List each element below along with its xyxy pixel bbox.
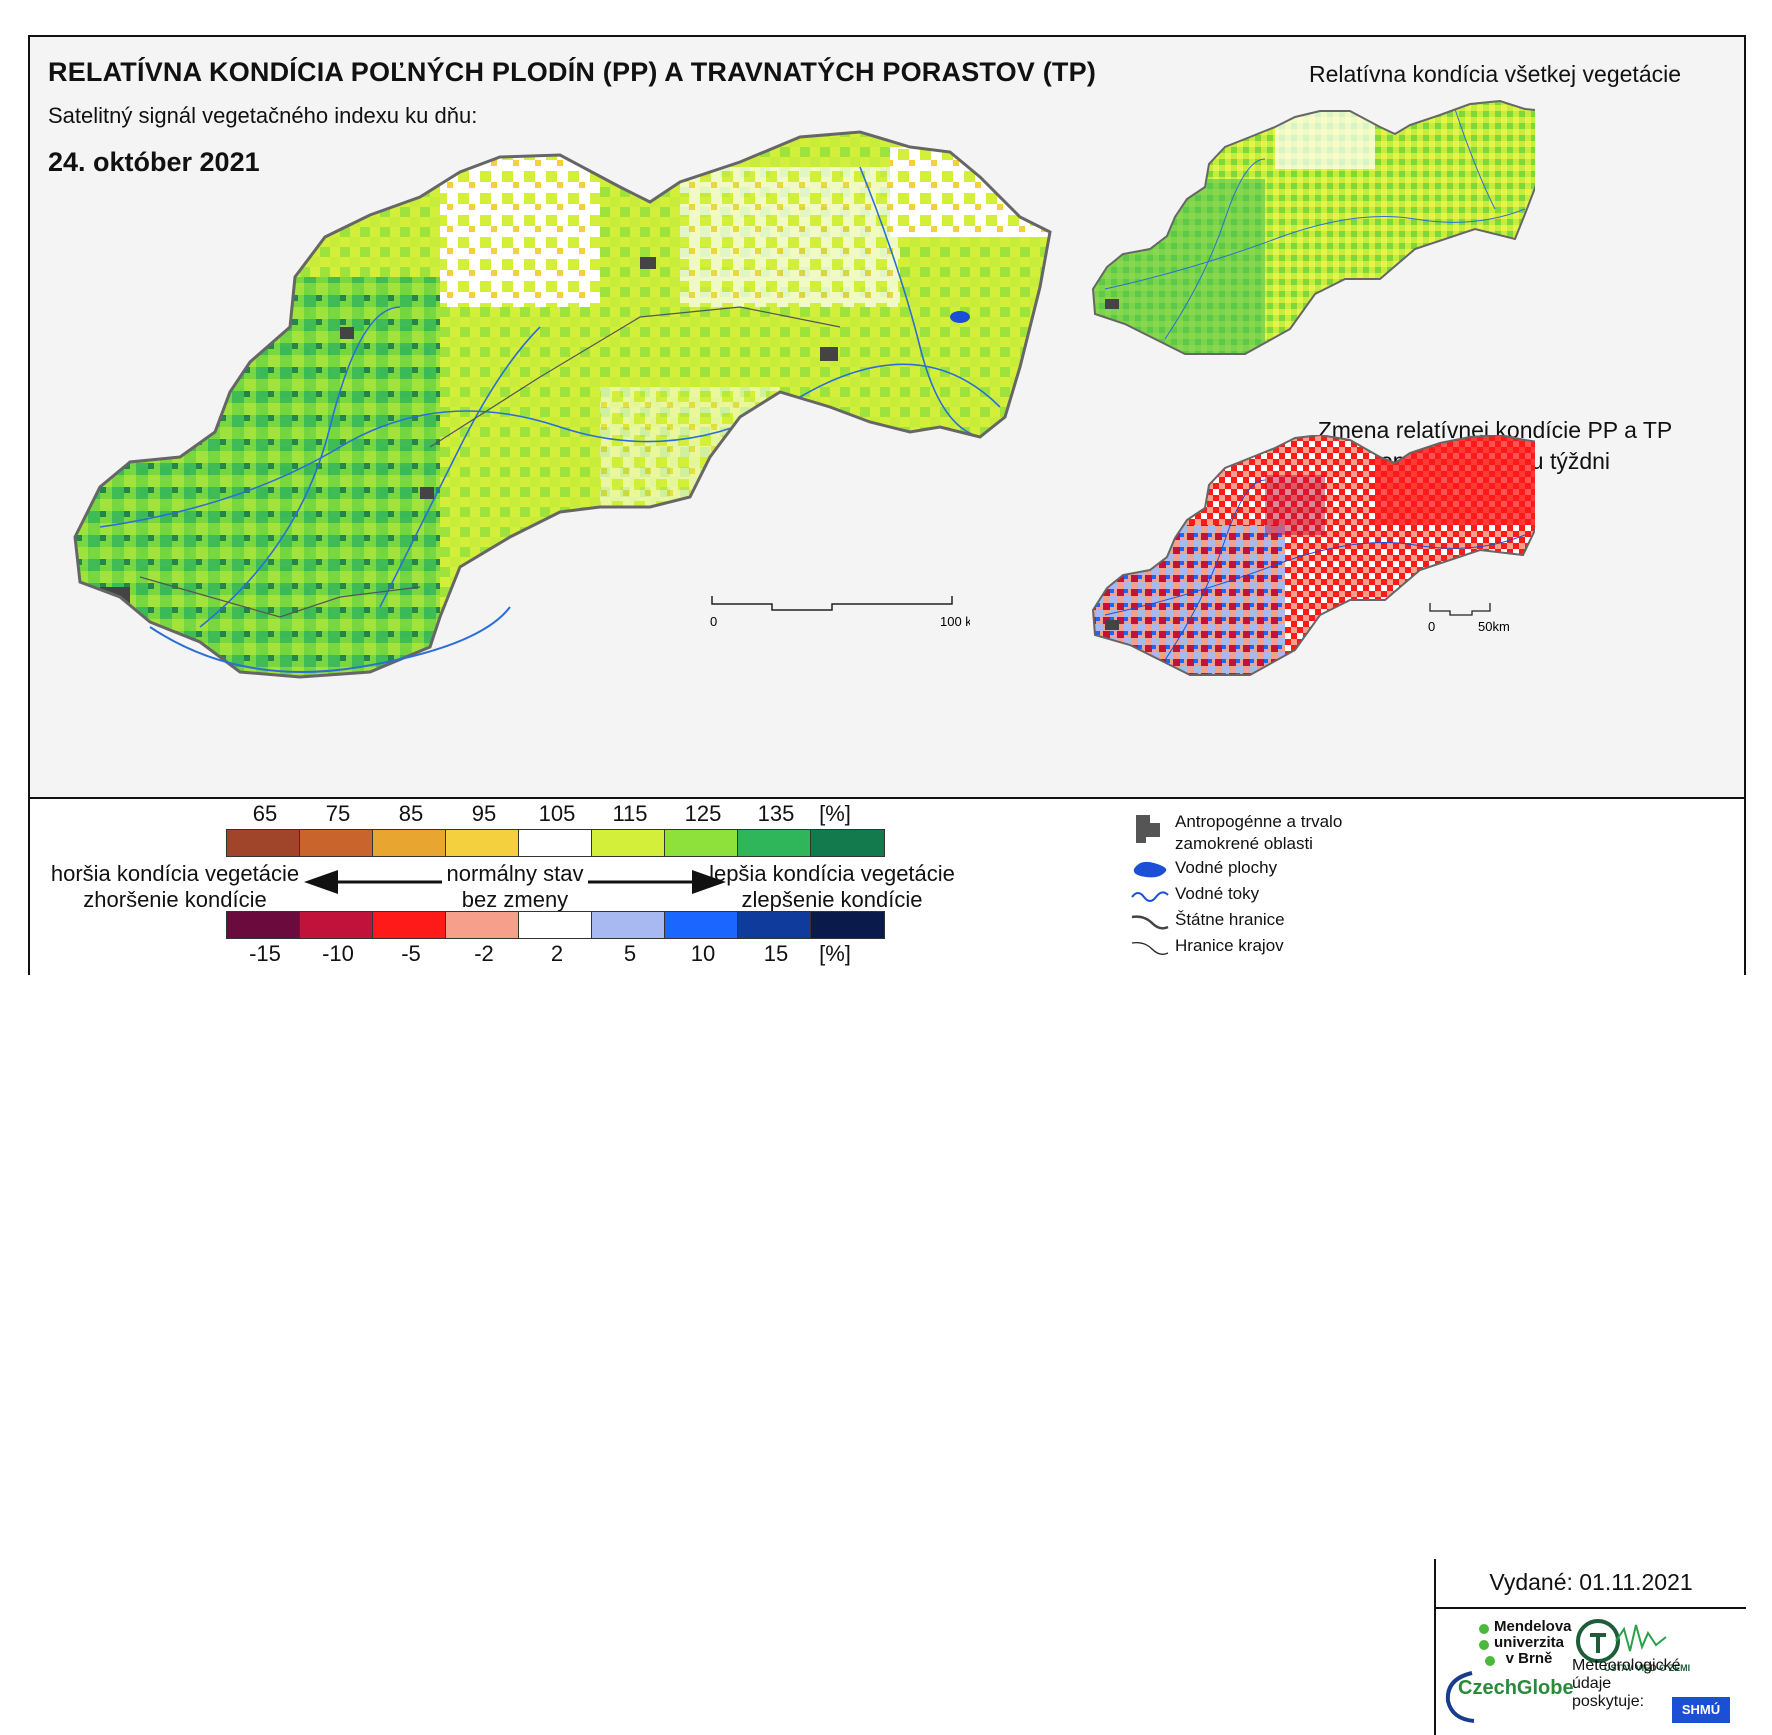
legend-rivers: Vodné toky bbox=[1175, 884, 1260, 903]
legend-right-text: lepšia kondícia vegetácie zlepšenie kond… bbox=[702, 861, 962, 913]
tick-bottom-unit: [%] bbox=[819, 941, 851, 966]
scale-main-end: 100 km bbox=[940, 614, 970, 629]
mendel-line1: Mendelova bbox=[1494, 1618, 1572, 1635]
page-title: RELATÍVNA KONDÍCIA POĽNÝCH PLODÍN (PP) A… bbox=[48, 57, 1097, 87]
tick-bottom: 2 bbox=[550, 941, 564, 966]
issued-date: Vydané: 01.11.2021 bbox=[1489, 1569, 1693, 1595]
divider bbox=[1436, 1607, 1746, 1609]
vegetation-map-small bbox=[1092, 100, 1535, 355]
legend-anthropogenic: Antropogénne a trvalo zamokrené oblasti bbox=[1175, 811, 1342, 855]
legend-center-text: normálny stav bez zmeny bbox=[435, 861, 595, 913]
tick-top: 65 bbox=[252, 801, 278, 826]
tick-top: 85 bbox=[398, 801, 424, 826]
water-body-icon bbox=[1133, 861, 1167, 878]
scale-bar-main: 0 100 km bbox=[710, 596, 970, 629]
scale-small-end: 50km bbox=[1478, 619, 1510, 634]
change-color-swatch bbox=[227, 912, 300, 938]
mendel-line3: v Brně bbox=[1505, 1650, 1553, 1667]
anthropogenic-area-icon bbox=[1136, 815, 1160, 843]
condition-color-swatch bbox=[227, 830, 300, 856]
legend-region-borders: Hranice krajov bbox=[1175, 936, 1284, 955]
meteo-line2: údaje bbox=[1572, 1675, 1612, 1692]
tick-top: 75 bbox=[325, 801, 351, 826]
date-label: 24. október 2021 bbox=[48, 147, 260, 177]
change-color-swatch bbox=[519, 912, 592, 938]
change-color-swatch bbox=[446, 912, 519, 938]
issued-panel: Vydané: 01.11.2021 Mendelova univerzita … bbox=[1434, 1559, 1746, 1735]
change-color-swatch bbox=[738, 912, 811, 938]
map-frame: RELATÍVNA KONDÍCIA POĽNÝCH PLODÍN (PP) A… bbox=[28, 35, 1746, 1735]
meteo-provider-text: Meteorologické údaje poskytuje: bbox=[1572, 1657, 1681, 1711]
legend-top-colorbar bbox=[226, 829, 885, 857]
right-top-title: Relatívna kondícia všetkej vegetácie bbox=[1308, 61, 1682, 87]
meteo-line1: Meteorologické bbox=[1572, 1657, 1681, 1674]
mendel-logo: Mendelova univerzita v Brně bbox=[1494, 1618, 1572, 1667]
tick-bottom: -15 bbox=[249, 941, 281, 966]
tick-top-unit: [%] bbox=[819, 801, 851, 826]
condition-color-swatch bbox=[300, 830, 373, 856]
scale-bar-small: 0 50km bbox=[1428, 603, 1510, 634]
legend-center-line1: normálny stav bbox=[446, 861, 584, 886]
legend-right-line1: lepšia kondícia vegetácie bbox=[709, 861, 955, 886]
condition-color-swatch bbox=[738, 830, 811, 856]
tick-top: 125 bbox=[684, 801, 722, 826]
legend-left-line2: zhoršenie kondície bbox=[83, 887, 267, 912]
legend-right-line2: zlepšenie kondície bbox=[741, 887, 923, 912]
change-color-swatch bbox=[300, 912, 373, 938]
condition-color-swatch bbox=[446, 830, 519, 856]
condition-color-swatch bbox=[592, 830, 665, 856]
legend-left-line1: horšia kondícia vegetácie bbox=[50, 861, 300, 886]
change-map-small bbox=[1092, 435, 1535, 676]
arrow-left-icon bbox=[304, 870, 442, 894]
tick-top: 95 bbox=[471, 801, 497, 826]
tick-bottom: 15 bbox=[763, 941, 789, 966]
meteo-line3: poskytuje: bbox=[1572, 1693, 1645, 1710]
state-border-icon bbox=[1131, 915, 1169, 930]
mendel-line2: univerzita bbox=[1494, 1634, 1565, 1651]
region-border-icon bbox=[1131, 941, 1169, 955]
czechglobe-logo: CzechGlobe bbox=[1458, 1677, 1574, 1699]
legend-state-borders: Štátne hranice bbox=[1175, 910, 1285, 929]
tick-top: 115 bbox=[612, 801, 648, 826]
legend-center-line2: bez zmeny bbox=[461, 887, 569, 912]
change-color-swatch bbox=[373, 912, 446, 938]
mendel-dots-icon bbox=[1479, 1624, 1495, 1666]
arrow-right-icon bbox=[588, 870, 726, 894]
page-subtitle: Satelitný signál vegetačného indexu ku d… bbox=[48, 103, 478, 128]
condition-color-swatch bbox=[811, 830, 884, 856]
tick-bottom: -10 bbox=[322, 941, 354, 966]
legend-bottom-ticks: -15 -10 -5 -2 2 5 10 15 [%] bbox=[235, 941, 855, 967]
legend-anthropogenic-line1: Antropogénne a trvalo bbox=[1175, 812, 1343, 831]
tick-bottom: 5 bbox=[623, 941, 637, 966]
tick-bottom: 10 bbox=[690, 941, 716, 966]
condition-color-swatch bbox=[519, 830, 592, 856]
legend-top-ticks: 65 75 85 95 105 115 125 135 [%] bbox=[235, 801, 855, 827]
river-icon bbox=[1131, 891, 1169, 902]
condition-color-swatch bbox=[665, 830, 738, 856]
tick-top: 135 bbox=[757, 801, 795, 826]
main-map bbox=[73, 130, 1052, 679]
change-color-swatch bbox=[811, 912, 884, 938]
tick-bottom: -5 bbox=[401, 941, 421, 966]
tick-bottom: -2 bbox=[474, 941, 494, 966]
tick-top: 105 bbox=[538, 801, 576, 826]
condition-color-swatch bbox=[373, 830, 446, 856]
change-color-swatch bbox=[665, 912, 738, 938]
legend-left-text: horšia kondícia vegetácie zhoršenie kond… bbox=[40, 861, 310, 913]
legend-water-bodies: Vodné plochy bbox=[1175, 858, 1278, 877]
scale-main-zero: 0 bbox=[710, 614, 717, 629]
scale-small-zero: 0 bbox=[1428, 619, 1435, 634]
shmu-logo: SHMÚ bbox=[1672, 1697, 1730, 1723]
legend-panel: 65 75 85 95 105 115 125 135 [%] horšia k… bbox=[30, 797, 1746, 1735]
change-color-swatch bbox=[592, 912, 665, 938]
legend-anthropogenic-line2: zamokrené oblasti bbox=[1175, 834, 1313, 853]
legend-bottom-colorbar bbox=[226, 911, 885, 939]
